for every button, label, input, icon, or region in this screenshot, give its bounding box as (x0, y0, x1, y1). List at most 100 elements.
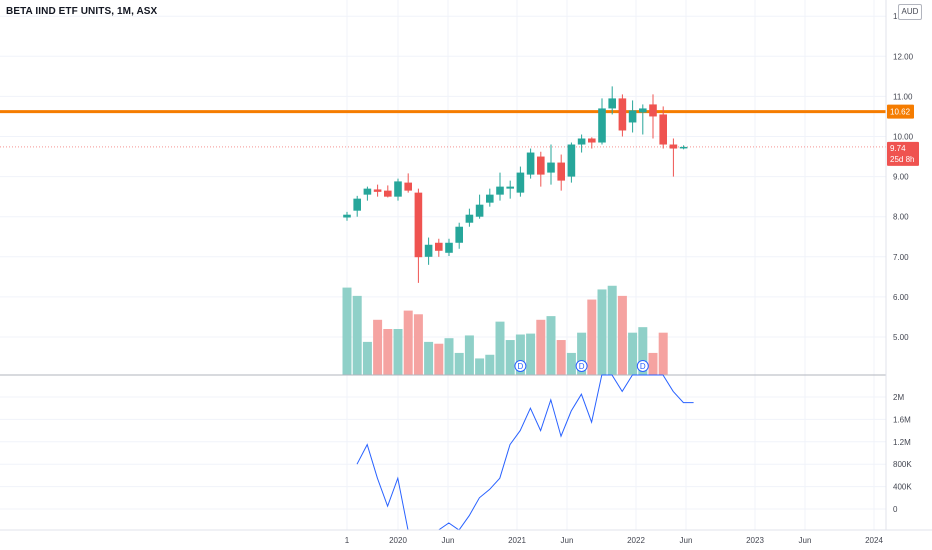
volume-bar (434, 343, 444, 375)
hline-price-tag (887, 104, 914, 119)
volume-bar (352, 295, 362, 375)
volume-bar (638, 327, 648, 375)
candle-body (414, 192, 423, 258)
candle-body (649, 104, 657, 117)
volume-bar (577, 332, 587, 375)
dividend-label: D (518, 362, 524, 371)
volume-bar (495, 321, 505, 375)
obv-tick-label: 1.2M (893, 438, 911, 447)
obv-axis[interactable]: 0 400K 800K 1.2M 1.6M 2M (893, 393, 912, 514)
dividend-marker (575, 360, 588, 372)
time-tick-label: 1 (345, 536, 350, 545)
price-tick-label: 5.00 (893, 333, 909, 342)
volume-bar (546, 316, 556, 375)
volume-bar (587, 299, 597, 375)
volume-bar (444, 338, 454, 375)
volume-bar (597, 289, 607, 375)
volume-bar (556, 340, 566, 375)
volume-bar (413, 314, 423, 375)
volume-bar (362, 341, 372, 375)
chart-title: BETA IIND ETF UNITS, 1M, ASX (6, 6, 158, 17)
candle-body (608, 98, 616, 109)
volume-bar (373, 319, 383, 375)
volume-bar (648, 352, 658, 375)
obv-tick-label: 0 (893, 505, 898, 514)
candle-body (496, 186, 504, 195)
grid (0, 0, 886, 530)
candles (343, 86, 688, 283)
volume-bar (607, 285, 617, 375)
obv-tick-label: 2M (893, 393, 904, 402)
dividend-label: D (579, 362, 585, 371)
volume-bar (342, 287, 352, 375)
candle-body (567, 144, 576, 177)
time-tick-label: 2022 (627, 536, 645, 545)
candle-body (537, 156, 545, 175)
candle-body (628, 110, 637, 123)
candle-body (404, 182, 412, 191)
time-tick-label: 2021 (508, 536, 526, 545)
time-tick-label: Jun (680, 536, 693, 545)
candle-body (384, 190, 392, 197)
candle-body (639, 108, 647, 113)
candle-body (486, 194, 494, 203)
volume-bar (628, 332, 638, 375)
volume-bar (658, 332, 668, 375)
candle-body (669, 144, 678, 149)
price-tick-label: 11.00 (893, 92, 913, 101)
price-tick-label: 8.00 (893, 213, 909, 222)
volume-bar (424, 341, 434, 375)
candle-body (598, 108, 606, 143)
obv-tick-label: 800K (893, 460, 912, 469)
price-tick-label: 6.00 (893, 293, 909, 302)
volume-bar (536, 319, 546, 375)
candle-body (618, 98, 627, 131)
candle-body (659, 114, 667, 145)
candle-body (506, 186, 514, 189)
time-tick-label: Jun (799, 536, 812, 545)
candle-body (424, 244, 433, 257)
currency-button[interactable]: AUD (898, 4, 922, 20)
price-tick-label: 10.00 (893, 133, 914, 142)
volume-bar (464, 335, 474, 375)
last-price-tag (887, 141, 919, 166)
time-tick-label: Jun (442, 536, 455, 545)
candle-body (526, 152, 535, 175)
time-tick-label: 2023 (746, 536, 764, 545)
candle-body (435, 242, 443, 251)
volume-bar (383, 329, 393, 375)
price-tick-label: 12.00 (893, 52, 914, 61)
volume-bar (403, 310, 413, 375)
time-axis[interactable]: 1 2020 Jun 2021 Jun 2022 Jun 2023 Jun 2024 (0, 529, 932, 545)
candle-body (516, 172, 525, 193)
candle-body (475, 204, 484, 217)
time-tick-label: Jun (561, 536, 574, 545)
candle-body (557, 162, 565, 181)
volume-bars (342, 285, 668, 375)
time-tick-label: 2024 (865, 536, 883, 545)
price-tick-label: 9.00 (893, 173, 909, 182)
volume-bar (515, 334, 525, 375)
candle-body (588, 138, 596, 143)
candle-body (343, 214, 351, 218)
price-tick-label: 7.00 (893, 253, 909, 262)
countdown-label: 25d 8h (890, 155, 914, 164)
volume-bar (505, 340, 515, 375)
volume-bar (393, 329, 403, 375)
volume-bar (454, 352, 464, 375)
volume-bar (526, 333, 536, 375)
candle-body (465, 214, 474, 223)
dividend-label: D (640, 362, 646, 371)
obv-tick-label: 400K (893, 483, 912, 492)
candle-body (679, 146, 688, 149)
candle-body (394, 181, 402, 197)
time-tick-label: 2020 (389, 536, 407, 545)
volume-bar (617, 295, 627, 375)
obv-line (356, 374, 694, 531)
candle-body (577, 138, 586, 145)
candle-body (445, 242, 453, 253)
last-price-label: 9.74 (890, 144, 906, 153)
